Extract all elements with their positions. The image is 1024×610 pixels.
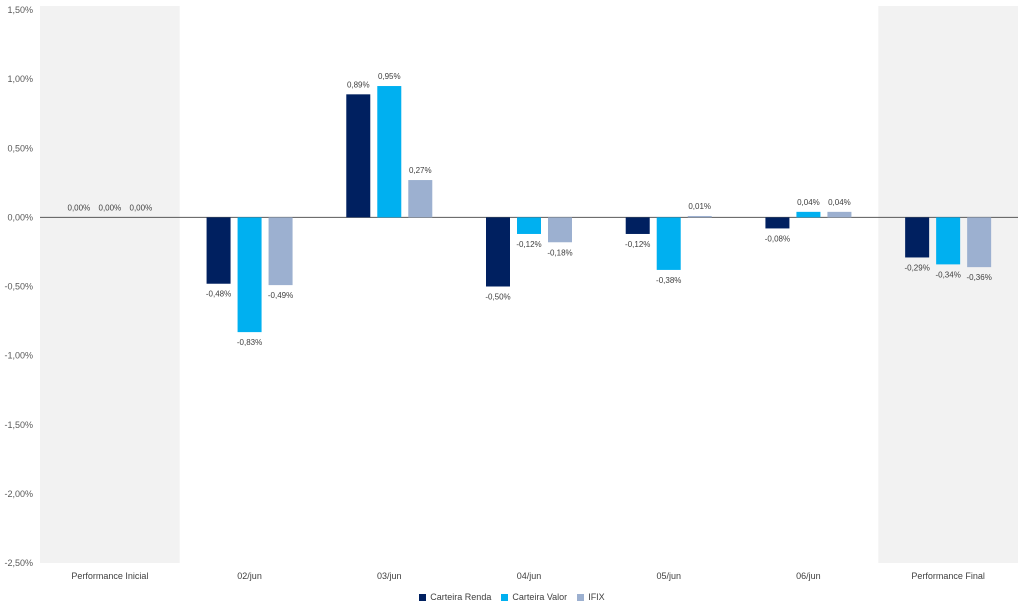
y-tick-label: -0,50% — [4, 282, 33, 292]
bar — [206, 217, 231, 284]
legend-item: IFIX — [577, 592, 605, 602]
data-label: 0,00% — [68, 203, 91, 212]
bar — [827, 211, 852, 218]
x-tick-label: 02/jun — [237, 571, 262, 581]
bar — [656, 217, 681, 270]
x-axis-labels: Performance Inicial 02/jun 03/jun 04/jun 05/… — [71, 571, 985, 581]
y-tick-label: -1,50% — [4, 420, 33, 430]
x-tick-label: Performance Final — [911, 571, 985, 581]
highlight-band-0 — [40, 6, 180, 563]
data-label: 0,04% — [797, 198, 820, 207]
data-label: -0,50% — [485, 293, 510, 302]
legend-label: Carteira Renda — [430, 592, 492, 602]
bar — [765, 217, 790, 229]
data-label: 0,95% — [378, 72, 401, 81]
bar — [268, 217, 293, 286]
bar — [967, 217, 992, 268]
legend-item: Carteira Valor — [501, 592, 567, 602]
bars — [206, 86, 992, 333]
data-label: -0,83% — [237, 338, 262, 347]
data-label: -0,12% — [516, 240, 541, 249]
legend-item: Carteira Renda — [419, 592, 491, 602]
data-labels: 0,00% -0,48% 0,89% -0,50% -0,12% -0,08% -0,29%… — [68, 72, 992, 347]
data-label: -0,36% — [966, 273, 991, 282]
data-label: -0,18% — [547, 248, 572, 257]
bar — [237, 217, 262, 333]
y-tick-label: -2,50% — [4, 558, 33, 568]
data-label: 0,00% — [130, 203, 153, 212]
data-label: -0,38% — [656, 276, 681, 285]
legend-swatch — [419, 593, 427, 601]
bar — [625, 217, 650, 234]
bar — [905, 217, 930, 258]
bar — [346, 94, 371, 218]
y-tick-label: -1,00% — [4, 351, 33, 361]
legend-swatch — [501, 593, 509, 601]
data-label: 0,00% — [99, 203, 122, 212]
data-label: -0,34% — [935, 270, 960, 279]
data-label: -0,48% — [206, 290, 231, 299]
bar — [548, 217, 572, 243]
data-label: 0,27% — [409, 166, 432, 175]
data-label: 0,89% — [347, 80, 370, 89]
legend: Carteira Renda Carteira Valor IFIX — [0, 592, 1024, 602]
x-tick-label: 03/jun — [377, 571, 402, 581]
bar — [936, 217, 961, 265]
legend-swatch — [577, 593, 585, 601]
data-label: 0,01% — [688, 202, 711, 211]
bar — [517, 217, 541, 234]
bar — [796, 211, 821, 218]
highlight-band-6 — [878, 6, 1018, 563]
highlight-backgrounds — [40, 6, 1018, 563]
data-label: -0,49% — [268, 291, 293, 300]
bar — [408, 180, 433, 218]
y-tick-label: -2,00% — [4, 489, 33, 499]
bar — [687, 215, 712, 218]
bar — [377, 86, 402, 218]
y-tick-label: 0,50% — [7, 143, 33, 153]
x-tick-label: 05/jun — [656, 571, 681, 581]
x-tick-label: 04/jun — [517, 571, 542, 581]
x-tick-label: Performance Inicial — [71, 571, 148, 581]
x-tick-label: 06/jun — [796, 571, 821, 581]
legend-label: IFIX — [588, 592, 605, 602]
y-tick-label: 1,00% — [7, 74, 33, 84]
data-label: -0,08% — [765, 234, 790, 243]
y-tick-label: 0,00% — [7, 212, 33, 222]
data-label: -0,29% — [904, 263, 929, 272]
legend-label: Carteira Valor — [512, 592, 568, 602]
bar — [486, 217, 510, 287]
data-label: -0,12% — [625, 240, 650, 249]
data-label: 0,04% — [828, 198, 851, 207]
y-tick-label: 1,50% — [7, 5, 33, 15]
